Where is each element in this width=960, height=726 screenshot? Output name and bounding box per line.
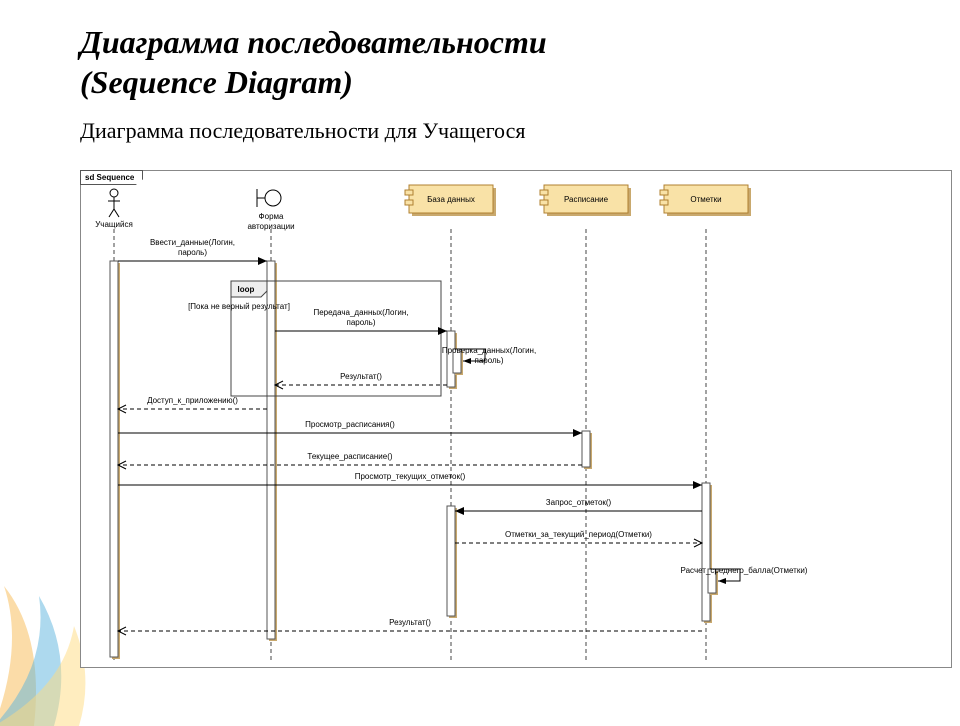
svg-text:Доступ_к_приложению(): Доступ_к_приложению() bbox=[147, 396, 238, 405]
svg-text:Проверка_данных(Логин,: Проверка_данных(Логин, bbox=[442, 346, 536, 355]
title-line-1: Диаграмма последовательности bbox=[80, 24, 547, 60]
svg-text:Текущее_расписание(): Текущее_расписание() bbox=[307, 452, 392, 461]
svg-text:Результат(): Результат() bbox=[389, 618, 431, 627]
svg-text:авторизации: авторизации bbox=[247, 222, 294, 231]
svg-text:[Пока не верный результат]: [Пока не верный результат] bbox=[188, 302, 290, 311]
title-line-2: (Sequence Diagram) bbox=[80, 64, 353, 100]
svg-text:Отметки: Отметки bbox=[690, 195, 721, 204]
svg-text:Просмотр_расписания(): Просмотр_расписания() bbox=[305, 420, 395, 429]
svg-text:Ввести_данные(Логин,: Ввести_данные(Логин, bbox=[150, 238, 235, 247]
svg-text:Просмотр_текущих_отметок(): Просмотр_текущих_отметок() bbox=[355, 472, 466, 481]
svg-text:пароль): пароль) bbox=[474, 356, 503, 365]
svg-text:Результат(): Результат() bbox=[340, 372, 382, 381]
svg-text:Учащийся: Учащийся bbox=[95, 220, 133, 229]
sequence-diagram-frame: sd Sequence УчащийсяФормаавторизацииБаза… bbox=[80, 170, 952, 668]
svg-text:пароль): пароль) bbox=[178, 248, 207, 257]
svg-text:Расчет_среднего_балла(Отметки): Расчет_среднего_балла(Отметки) bbox=[681, 566, 808, 575]
svg-text:пароль): пароль) bbox=[346, 318, 375, 327]
svg-text:Отметки_за_текущий_период(Отме: Отметки_за_текущий_период(Отметки) bbox=[505, 530, 652, 539]
svg-text:Передача_данных(Логин,: Передача_данных(Логин, bbox=[313, 308, 408, 317]
svg-text:Форма: Форма bbox=[259, 212, 284, 221]
slide-subtitle: Диаграмма последовательности для Учащего… bbox=[0, 102, 960, 150]
svg-text:Запрос_отметок(): Запрос_отметок() bbox=[546, 498, 612, 507]
svg-text:Расписание: Расписание bbox=[564, 195, 609, 204]
sequence-diagram: Учащийся Формаавторизации База данных Распи… bbox=[81, 171, 953, 669]
slide-title: Диаграмма последовательности (Sequence D… bbox=[0, 0, 960, 102]
svg-text:loop: loop bbox=[238, 285, 255, 294]
svg-text:База данных: База данных bbox=[427, 195, 475, 204]
